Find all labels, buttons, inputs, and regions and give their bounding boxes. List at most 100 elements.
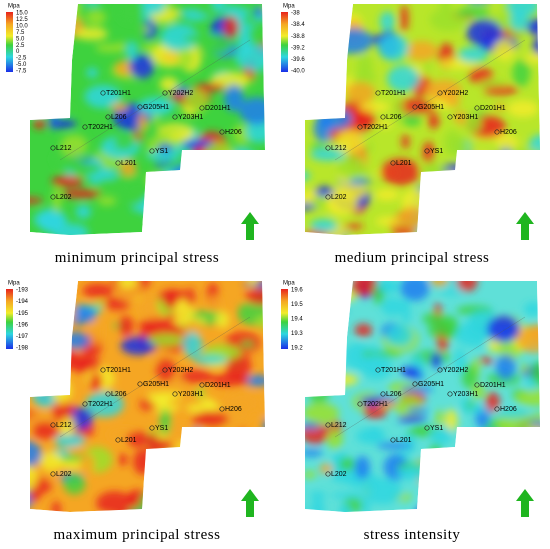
stress-blob [509, 175, 534, 195]
fault [59, 39, 251, 161]
well-marker [494, 406, 500, 412]
stress-blob [398, 206, 428, 230]
stress-blob [308, 39, 332, 63]
legend-tick: 19.6 [291, 288, 303, 294]
stress-blob [500, 166, 519, 188]
stress-blob [159, 76, 179, 92]
stress-blob [368, 346, 382, 353]
stress-blob [179, 178, 201, 194]
caption: minimum principal stress [55, 250, 219, 266]
stress-blob [495, 354, 516, 380]
stress-blob [123, 510, 156, 512]
stress-blob [376, 442, 413, 450]
stress-blob [457, 46, 489, 63]
stress-blob [379, 11, 395, 32]
stress-blob [149, 483, 176, 508]
stress-blob [183, 492, 197, 500]
well-label: Y202H2 [443, 367, 468, 374]
legend-tick: -39.6 [291, 57, 305, 63]
stress-blob [451, 193, 471, 220]
stress-blob [32, 288, 61, 307]
stress-blob [118, 316, 134, 336]
well-marker [199, 382, 205, 388]
stress-blob [59, 301, 76, 324]
well-marker [325, 194, 331, 200]
stress-blob [152, 182, 181, 208]
well-marker [325, 422, 331, 428]
stress-blob [515, 389, 540, 407]
stress-blob [457, 450, 481, 479]
well-marker [162, 90, 168, 96]
stress-blob [487, 475, 502, 502]
stress-blob [183, 33, 221, 44]
stress-blob [493, 409, 530, 419]
stress-blob [376, 281, 398, 292]
well-marker [494, 129, 500, 135]
legend-tick: -38 [291, 11, 300, 17]
stress-blob [380, 158, 421, 186]
stress-blob [457, 7, 491, 18]
well-marker [357, 124, 363, 130]
stress-blob [52, 186, 62, 213]
stress-blob [312, 318, 333, 340]
well-marker [447, 114, 453, 120]
fault [59, 316, 251, 438]
stress-blob [446, 171, 457, 185]
stress-blob [138, 318, 178, 333]
stress-blob [311, 301, 336, 309]
legend-tick: 7.5 [16, 30, 25, 36]
stress-blob [453, 111, 469, 124]
stress-blob [155, 209, 165, 235]
stress-blob [428, 110, 440, 130]
stress-blob [157, 454, 192, 463]
stress-blob [430, 425, 453, 445]
well-label: L212 [331, 145, 347, 152]
stress-blob [455, 348, 466, 374]
stress-blob [394, 98, 434, 115]
stress-blob [492, 499, 512, 512]
stress-blob [215, 149, 250, 167]
stress-blob [166, 222, 181, 232]
well-marker [172, 391, 178, 397]
well-label: G205H1 [143, 104, 169, 111]
stress-blob [212, 4, 225, 13]
stress-blob [401, 134, 410, 149]
stress-blob [54, 433, 86, 448]
stress-blob [309, 143, 327, 150]
legend-tick: 10.0 [16, 23, 28, 29]
stress-blob [61, 189, 101, 199]
stress-blob [402, 298, 411, 325]
stress-blob [443, 480, 481, 506]
stress-blob [512, 59, 531, 87]
stress-blob [224, 84, 244, 112]
legend-unit: Mpa [8, 4, 20, 10]
stress-blob [186, 452, 198, 472]
stress-blob [327, 373, 359, 387]
stress-blob [251, 183, 265, 195]
legend-tick: -5.0 [16, 62, 27, 68]
well-label: L206 [386, 114, 402, 121]
stress-blob [532, 189, 540, 217]
stress-blob [86, 67, 99, 79]
stress-blob [223, 16, 239, 38]
stress-blob [430, 352, 442, 368]
legend-tick: 0 [16, 49, 20, 55]
stress-blob [118, 511, 137, 512]
well-label: H206 [225, 129, 242, 136]
well-label: Y202H2 [168, 90, 193, 97]
well-label: L201 [396, 160, 412, 167]
stress-blob [48, 90, 59, 104]
well-marker [219, 129, 225, 135]
well-label: T202H1 [363, 401, 388, 408]
stress-blob [413, 214, 453, 235]
well-marker [357, 401, 363, 407]
stress-blob [425, 79, 463, 101]
stress-blob [250, 193, 265, 213]
stress-blob [183, 214, 205, 235]
stress-blob [446, 98, 461, 107]
legend-tick: -195 [16, 311, 29, 317]
well-marker [105, 391, 111, 397]
well-label: D201H1 [205, 105, 231, 112]
stress-blob [30, 197, 44, 205]
stress-blob [532, 471, 540, 486]
